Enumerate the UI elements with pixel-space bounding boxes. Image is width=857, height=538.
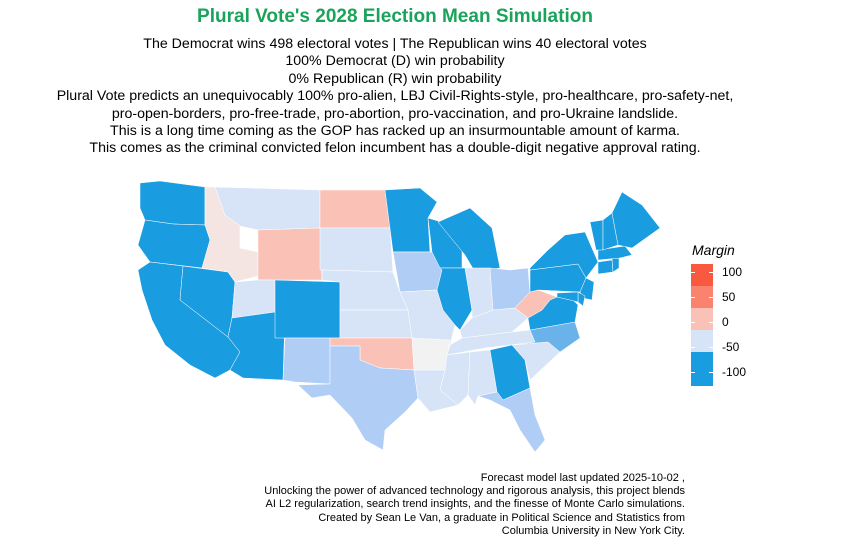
legend-swatch [691, 330, 713, 352]
legend-tick-label: 0 [722, 315, 729, 329]
legend-tick-label: 100 [722, 265, 743, 279]
state-ri [611, 257, 620, 273]
legend-tick-label: -50 [722, 340, 740, 354]
state-ia [392, 251, 443, 293]
map-title: Plural Vote's 2028 Election Mean Simulat… [197, 6, 593, 27]
legend-swatch [691, 364, 713, 386]
state-nm [282, 337, 331, 385]
state-ar [411, 337, 451, 371]
state-ct [597, 259, 614, 275]
subtitle-line: pro-open-borders, pro-free-trade, pro-ab… [111, 105, 679, 122]
us-state-map [137, 180, 661, 453]
state-tx [297, 345, 419, 451]
state-or [137, 219, 211, 269]
state-nj [579, 277, 595, 301]
subtitle-line: This comes as the criminal convicted fel… [89, 140, 701, 157]
subtitle-line: The Democrat wins 498 electoral votes | … [143, 36, 647, 52]
state-mi [437, 207, 501, 273]
state-md [556, 291, 579, 303]
subtitle-line: Plural Vote predicts an unequivocably 10… [56, 88, 734, 105]
legend-tick-label: 50 [722, 290, 736, 304]
state-nd [319, 189, 391, 229]
state-wy [257, 227, 323, 281]
state-fl [477, 387, 546, 453]
caption-line: Forecast model last updated 2025-10-02 , [480, 472, 685, 484]
state-ks [339, 309, 413, 339]
caption-line: AI L2 regularization, search trend insig… [265, 498, 685, 511]
legend-tick-label: -100 [722, 365, 747, 379]
legend-swatch [691, 308, 713, 330]
subtitle-line: 100% Democrat (D) win probability [285, 53, 505, 70]
state-nc [511, 321, 581, 353]
subtitle-line: This is a long time coming as the GOP ha… [110, 123, 680, 140]
caption-line: Created by Sean Le Van, a graduate in Po… [318, 511, 685, 524]
legend-swatch [691, 264, 713, 286]
state-sd [319, 227, 394, 273]
state-co [274, 279, 341, 339]
state-ut [231, 279, 276, 319]
map-subtitle: The Democrat wins 498 electoral votes | … [0, 36, 790, 158]
state-me [611, 191, 661, 249]
legend-swatch [691, 286, 713, 308]
state-wa [139, 180, 206, 226]
legend: Margin 100 50 0 -50 -100 [690, 242, 770, 386]
caption: Forecast model last updated 2025-10-02 ,… [264, 472, 685, 538]
caption-line: Columbia University in New York City. [501, 524, 685, 537]
legend-title: Margin [692, 242, 735, 258]
state-ma [597, 245, 633, 261]
subtitle-line: 0% Republican (R) win probability [288, 70, 502, 87]
state-vt [589, 219, 604, 251]
caption-line: Unlocking the power of advanced technolo… [264, 485, 685, 498]
